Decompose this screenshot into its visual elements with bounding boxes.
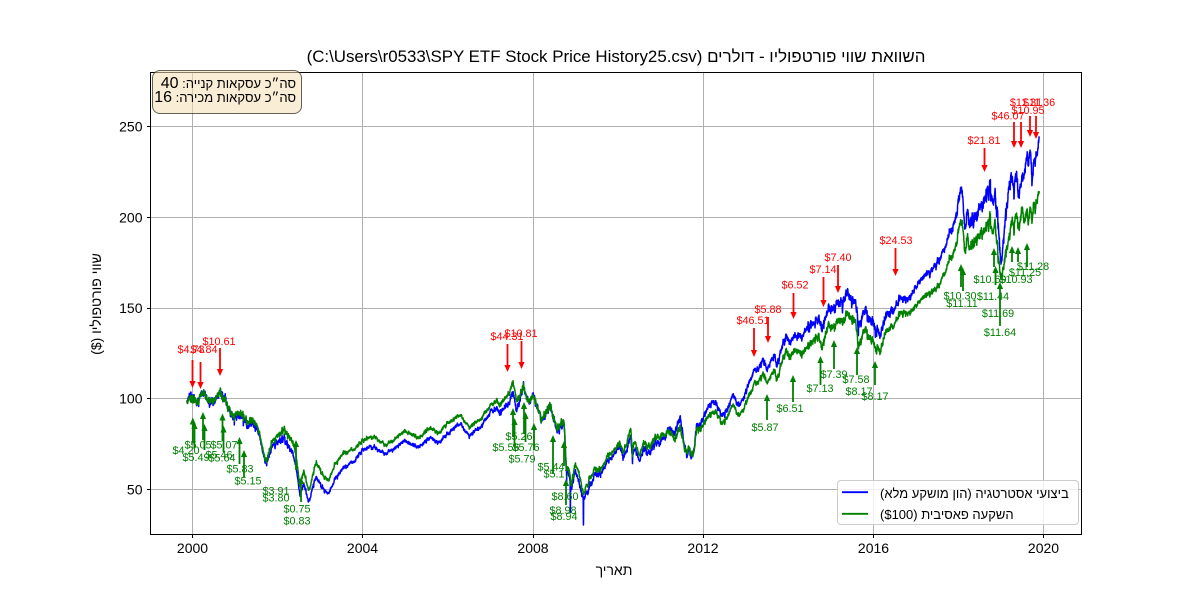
svg-text:$10.61: $10.61	[202, 336, 235, 348]
svg-text:$46.51: $46.51	[736, 315, 769, 327]
svg-text:$10.93: $10.93	[999, 274, 1032, 286]
svg-text:$3.80: $3.80	[262, 492, 289, 504]
svg-text:$10.81: $10.81	[504, 328, 537, 340]
svg-text:$5.87: $5.87	[751, 422, 778, 434]
svg-text:$10.95: $10.95	[1011, 105, 1044, 117]
svg-text:$5.56: $5.56	[492, 442, 519, 454]
svg-text:$10.30: $10.30	[943, 290, 976, 302]
svg-text:2012: 2012	[687, 540, 718, 556]
svg-text:$11.28: $11.28	[1017, 261, 1049, 273]
svg-text:2004: 2004	[347, 540, 378, 556]
svg-text:$5.07: $5.07	[210, 439, 237, 451]
svg-text:$5.88: $5.88	[754, 304, 781, 316]
svg-text:$5.83: $5.83	[226, 463, 253, 475]
svg-text:$21.81: $21.81	[967, 135, 1000, 147]
svg-text:$24.53: $24.53	[879, 235, 912, 247]
svg-text:250: 250	[119, 119, 143, 135]
svg-text:$5.49: $5.49	[182, 452, 209, 464]
svg-text:$5.79: $5.79	[508, 453, 535, 465]
svg-text:$3.91: $3.91	[262, 485, 289, 497]
svg-text:50: 50	[127, 482, 143, 498]
svg-text:$4.73: $4.73	[177, 344, 204, 356]
svg-text:$11.31: $11.31	[1010, 97, 1042, 109]
svg-text:100: 100	[119, 391, 143, 407]
svg-text:$0.75: $0.75	[283, 503, 310, 515]
svg-text:$11.11: $11.11	[946, 298, 977, 310]
svg-text:$5.46: $5.46	[205, 449, 232, 461]
svg-text:$8.60: $8.60	[551, 491, 578, 503]
svg-text:$5.44: $5.44	[537, 461, 564, 473]
svg-text:2008: 2008	[517, 540, 548, 556]
svg-text:$44.31: $44.31	[490, 331, 523, 343]
svg-text:$11.64: $11.64	[984, 327, 1016, 339]
svg-text:$8.17: $8.17	[845, 386, 872, 398]
svg-text:$6.51: $6.51	[776, 403, 803, 415]
svg-text:$4.84: $4.84	[190, 344, 217, 356]
svg-text:200: 200	[119, 210, 143, 226]
svg-text:$8.94: $8.94	[550, 511, 577, 523]
svg-text:$7.39: $7.39	[820, 369, 847, 381]
svg-text:$5.05: $5.05	[184, 439, 211, 451]
svg-text:$5.76: $5.76	[512, 442, 539, 454]
svg-text:$5.17: $5.17	[543, 468, 570, 480]
svg-text:$8.98: $8.98	[549, 505, 576, 517]
svg-text:$5.26: $5.26	[505, 431, 532, 443]
svg-text:$11.44: $11.44	[977, 291, 1009, 303]
svg-text:$6.52: $6.52	[781, 279, 808, 291]
svg-text:$5.64: $5.64	[208, 452, 235, 464]
svg-text:$7.14: $7.14	[809, 264, 836, 276]
svg-text:$4.20: $4.20	[172, 445, 199, 457]
svg-text:$5.15: $5.15	[234, 475, 261, 487]
svg-text:$11.25: $11.25	[1009, 267, 1041, 279]
svg-text:$7.13: $7.13	[806, 383, 833, 395]
svg-text:2020: 2020	[1028, 540, 1059, 556]
svg-text:$0.83: $0.83	[283, 515, 310, 527]
svg-text:$46.07: $46.07	[991, 110, 1024, 122]
svg-text:$11.69: $11.69	[982, 308, 1014, 320]
svg-text:$10.69: $10.69	[973, 274, 1006, 286]
svg-text:2000: 2000	[177, 540, 208, 556]
svg-text:$7.58: $7.58	[842, 374, 869, 386]
svg-text:$7.40: $7.40	[824, 252, 851, 264]
svg-text:2016: 2016	[858, 540, 889, 556]
svg-text:$8.17: $8.17	[861, 391, 888, 403]
svg-text:150: 150	[119, 300, 143, 316]
svg-text:$11.36: $11.36	[1023, 97, 1055, 109]
